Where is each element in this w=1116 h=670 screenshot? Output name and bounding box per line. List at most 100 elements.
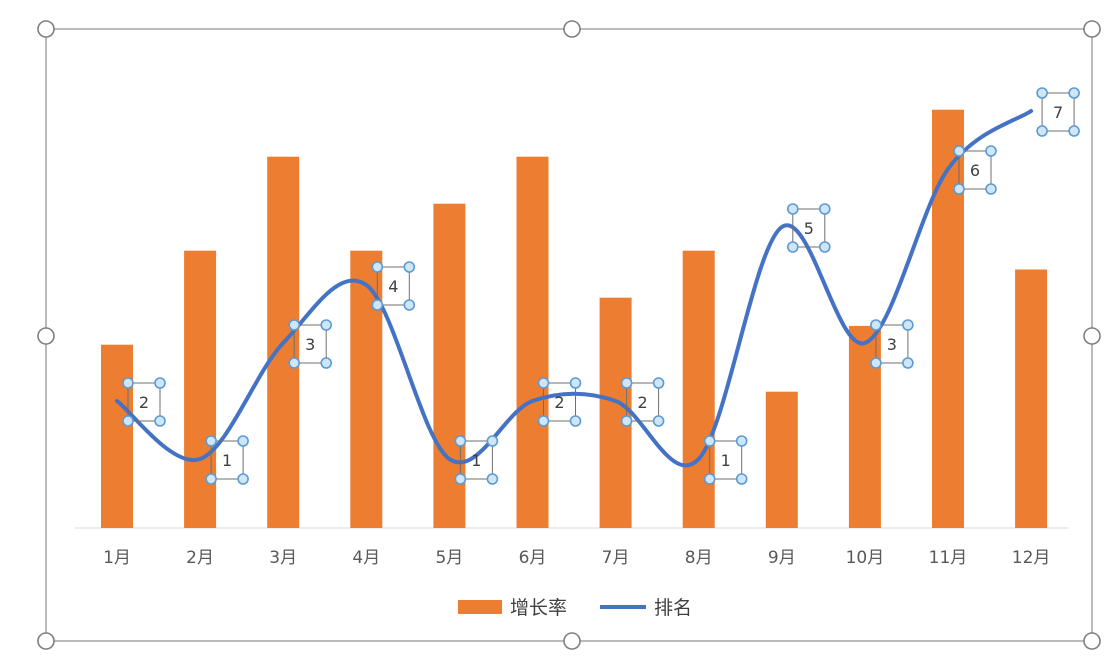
label-handle[interactable]	[320, 357, 333, 369]
data-label-box	[293, 324, 327, 364]
data-label-text: 7	[1053, 103, 1063, 122]
resize-handle[interactable]	[1083, 20, 1101, 38]
data-label-box	[875, 324, 909, 364]
data-label-text: 1	[721, 451, 731, 470]
resize-handle[interactable]	[563, 20, 581, 38]
resize-handle[interactable]	[37, 20, 55, 38]
label-handle[interactable]	[537, 415, 550, 427]
label-handle[interactable]	[953, 183, 965, 195]
data-label-box	[1041, 92, 1075, 132]
label-handle[interactable]	[154, 415, 166, 427]
x-tick-label: 6月	[519, 548, 547, 568]
label-handle[interactable]	[237, 473, 249, 485]
label-handle[interactable]	[786, 241, 799, 253]
data-label-box	[958, 150, 992, 190]
label-handle[interactable]	[122, 415, 134, 427]
data-label[interactable]: 2	[122, 377, 166, 427]
data-label[interactable]: 6	[953, 145, 997, 195]
data-label-text: 2	[638, 393, 648, 412]
label-handle[interactable]	[320, 319, 333, 331]
data-label-group[interactable]: 2 1 3 4 1 2 2 1 5 3 6 7	[122, 87, 1080, 485]
x-tick-label: 9月	[768, 548, 796, 568]
label-handle[interactable]	[870, 319, 882, 331]
label-handle[interactable]	[1068, 87, 1080, 99]
label-handle[interactable]	[569, 415, 582, 427]
label-handle[interactable]	[703, 473, 716, 485]
label-handle[interactable]	[902, 357, 914, 369]
bar[interactable]	[682, 250, 715, 528]
label-handle[interactable]	[569, 377, 582, 389]
data-label[interactable]: 3	[870, 319, 914, 369]
bar[interactable]	[1015, 269, 1048, 529]
label-handle[interactable]	[818, 241, 831, 253]
bar[interactable]	[765, 391, 798, 528]
label-handle[interactable]	[403, 261, 416, 273]
chart-selection-frame[interactable]	[37, 20, 1101, 650]
bar[interactable]	[516, 156, 549, 528]
label-handle[interactable]	[1068, 125, 1080, 137]
label-handle[interactable]	[486, 435, 499, 447]
resize-handle[interactable]	[1083, 327, 1101, 345]
label-handle[interactable]	[371, 299, 384, 311]
data-label[interactable]: 1	[454, 435, 499, 485]
label-handle[interactable]	[154, 377, 166, 389]
legend[interactable]: 增长率 排名	[458, 597, 692, 619]
data-label-box	[459, 440, 493, 480]
data-label[interactable]: 7	[1036, 87, 1080, 137]
data-label-text: 5	[804, 219, 814, 238]
data-label-text: 1	[222, 451, 232, 470]
data-label[interactable]: 2	[620, 377, 665, 427]
data-label-box	[543, 382, 576, 422]
bar[interactable]	[184, 250, 217, 528]
data-label[interactable]: 5	[786, 203, 831, 253]
data-label[interactable]: 2	[537, 377, 582, 427]
label-handle[interactable]	[870, 357, 882, 369]
x-tick-label: 5月	[435, 548, 463, 568]
label-handle[interactable]	[735, 435, 748, 447]
data-label-box	[626, 382, 660, 422]
data-label[interactable]: 1	[205, 435, 249, 485]
data-label-text: 2	[554, 393, 564, 412]
data-label-box	[376, 266, 410, 306]
label-handle[interactable]	[985, 145, 997, 157]
label-handle[interactable]	[1036, 87, 1048, 99]
resize-handle[interactable]	[37, 632, 55, 650]
label-handle[interactable]	[735, 473, 748, 485]
label-handle[interactable]	[454, 435, 467, 447]
data-label[interactable]: 4	[371, 261, 416, 311]
label-handle[interactable]	[237, 435, 249, 447]
rank-line-series[interactable]	[115, 109, 1034, 468]
label-handle[interactable]	[703, 435, 716, 447]
data-label[interactable]: 3	[288, 319, 333, 369]
label-handle[interactable]	[454, 473, 467, 485]
label-handle[interactable]	[1036, 125, 1048, 137]
label-handle[interactable]	[818, 203, 831, 215]
label-handle[interactable]	[985, 183, 997, 195]
label-handle[interactable]	[371, 261, 384, 273]
resize-handle[interactable]	[563, 632, 581, 650]
label-handle[interactable]	[620, 415, 633, 427]
label-handle[interactable]	[288, 319, 301, 331]
data-label-text: 3	[887, 335, 897, 354]
bar[interactable]	[101, 344, 133, 528]
x-tick-label: 10月	[846, 548, 885, 568]
label-handle[interactable]	[620, 377, 633, 389]
label-handle[interactable]	[288, 357, 301, 369]
data-label-box	[709, 440, 743, 480]
label-handle[interactable]	[205, 473, 217, 485]
data-label[interactable]: 1	[703, 435, 748, 485]
resize-handle[interactable]	[37, 327, 55, 345]
label-handle[interactable]	[786, 203, 799, 215]
label-handle[interactable]	[486, 473, 499, 485]
label-handle[interactable]	[652, 377, 665, 389]
x-tick-label: 11月	[929, 548, 968, 568]
label-handle[interactable]	[205, 435, 217, 447]
label-handle[interactable]	[122, 377, 134, 389]
x-tick-label: 7月	[602, 548, 630, 568]
label-handle[interactable]	[652, 415, 665, 427]
resize-handle[interactable]	[1083, 632, 1101, 650]
label-handle[interactable]	[537, 377, 550, 389]
label-handle[interactable]	[953, 145, 965, 157]
label-handle[interactable]	[902, 319, 914, 331]
label-handle[interactable]	[403, 299, 416, 311]
